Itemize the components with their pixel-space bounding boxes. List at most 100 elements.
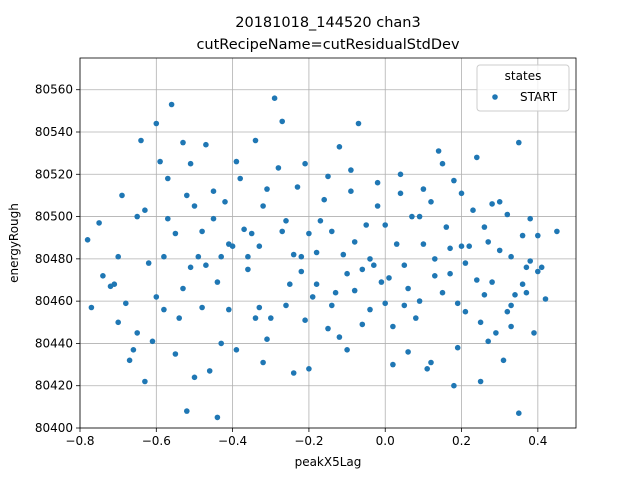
data-point bbox=[443, 224, 450, 230]
data-point bbox=[470, 207, 476, 213]
data-point bbox=[165, 175, 171, 182]
data-point bbox=[374, 203, 381, 209]
legend: states START bbox=[476, 64, 570, 112]
x-axis-label: peakX5Lag bbox=[295, 455, 362, 469]
data-point bbox=[138, 137, 144, 144]
data-point bbox=[405, 349, 411, 355]
data-point bbox=[157, 158, 163, 165]
x-tick-label: −0.2 bbox=[294, 434, 323, 448]
data-point bbox=[126, 357, 133, 364]
data-point bbox=[474, 154, 480, 161]
x-tick-label: −0.8 bbox=[65, 434, 94, 448]
data-point bbox=[496, 247, 503, 254]
data-point bbox=[203, 141, 209, 148]
data-point bbox=[268, 315, 274, 321]
data-point bbox=[428, 199, 434, 205]
data-point bbox=[256, 243, 263, 249]
data-point bbox=[466, 243, 473, 249]
data-point bbox=[332, 289, 339, 296]
data-point bbox=[504, 308, 511, 315]
data-point bbox=[309, 294, 316, 300]
plot-area bbox=[80, 58, 576, 428]
y-tick-label: 80480 bbox=[35, 252, 73, 266]
data-point bbox=[206, 368, 213, 374]
data-point bbox=[317, 218, 324, 224]
data-point bbox=[115, 253, 121, 260]
x-tick-label: −0.4 bbox=[218, 434, 247, 448]
axes-frame bbox=[79, 57, 577, 429]
data-point bbox=[165, 215, 171, 222]
data-point bbox=[447, 245, 453, 252]
data-point bbox=[416, 298, 423, 304]
x-tick-label: 0.4 bbox=[528, 434, 547, 448]
data-point bbox=[527, 215, 533, 222]
data-point bbox=[264, 336, 270, 343]
data-point bbox=[283, 302, 289, 309]
data-point bbox=[397, 190, 404, 197]
data-point bbox=[390, 323, 396, 330]
data-point bbox=[519, 232, 526, 239]
data-point bbox=[233, 158, 240, 165]
data-point bbox=[275, 165, 282, 171]
y-axis-label: energyRough bbox=[7, 203, 21, 283]
data-point bbox=[248, 230, 255, 237]
data-point bbox=[260, 359, 266, 366]
data-point bbox=[538, 264, 545, 271]
data-point bbox=[153, 120, 160, 127]
data-point bbox=[435, 148, 442, 154]
data-point bbox=[439, 289, 446, 296]
data-point bbox=[96, 220, 102, 226]
data-point bbox=[115, 319, 121, 326]
data-point bbox=[363, 222, 370, 228]
data-point bbox=[458, 243, 465, 249]
data-point bbox=[294, 184, 301, 190]
data-point bbox=[237, 175, 243, 182]
legend-title: states bbox=[505, 69, 542, 83]
data-point bbox=[439, 160, 446, 167]
data-point bbox=[516, 410, 522, 417]
data-point bbox=[100, 273, 106, 279]
data-point bbox=[149, 338, 156, 345]
data-point bbox=[401, 302, 408, 309]
data-point bbox=[393, 241, 400, 247]
data-point bbox=[279, 118, 286, 125]
data-point bbox=[184, 192, 190, 199]
data-point bbox=[283, 218, 289, 224]
data-point bbox=[474, 277, 480, 283]
y-tick-label: 80520 bbox=[35, 167, 73, 181]
data-point bbox=[413, 315, 419, 321]
data-point bbox=[321, 196, 328, 203]
data-point bbox=[153, 294, 160, 300]
data-point bbox=[245, 253, 251, 260]
data-point bbox=[336, 144, 343, 150]
data-point bbox=[432, 256, 438, 262]
data-point bbox=[287, 281, 293, 288]
data-point bbox=[378, 279, 385, 285]
data-point bbox=[252, 315, 259, 321]
data-point bbox=[119, 192, 125, 199]
data-point bbox=[359, 266, 366, 273]
data-point bbox=[84, 237, 91, 243]
y-tick-label: 80420 bbox=[35, 379, 73, 393]
data-point bbox=[302, 160, 308, 167]
y-tick-label: 80460 bbox=[35, 294, 73, 308]
data-point bbox=[329, 228, 335, 235]
data-point bbox=[489, 201, 495, 207]
y-tick-label: 80540 bbox=[35, 125, 73, 139]
y-tick-label: 80440 bbox=[35, 336, 73, 350]
data-point bbox=[142, 378, 148, 385]
data-point bbox=[306, 366, 312, 372]
data-point bbox=[325, 173, 331, 180]
data-point bbox=[485, 338, 492, 345]
data-point bbox=[260, 203, 266, 209]
data-point bbox=[180, 285, 186, 292]
data-point bbox=[409, 213, 415, 220]
data-point bbox=[290, 370, 297, 376]
data-point bbox=[374, 179, 381, 186]
data-point bbox=[134, 330, 140, 336]
data-point bbox=[462, 260, 469, 266]
data-point bbox=[176, 315, 182, 321]
data-point bbox=[107, 283, 114, 290]
data-point bbox=[416, 213, 423, 220]
